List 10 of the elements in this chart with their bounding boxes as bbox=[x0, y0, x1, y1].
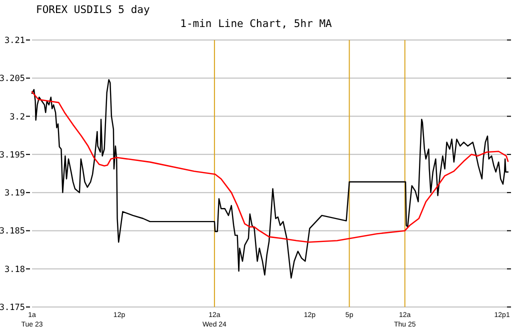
y-tick-label: 3.18 bbox=[4, 264, 25, 275]
y-tick-label: 3.19 bbox=[4, 188, 25, 199]
y-tick-label: 3.175 bbox=[0, 302, 25, 313]
y-tick-label: 3.21 bbox=[4, 36, 25, 46]
chart-subtitle: 1-min Line Chart, 5hr MA bbox=[180, 18, 333, 30]
y-tick-label: 3.205 bbox=[0, 74, 25, 84]
y-tick-label: 3.2 bbox=[10, 112, 25, 122]
chart-title: FOREX USDILS 5 day bbox=[36, 4, 150, 16]
y-tick-label: 3.185 bbox=[0, 226, 25, 237]
y-tick-label: 3.195 bbox=[0, 150, 25, 160]
